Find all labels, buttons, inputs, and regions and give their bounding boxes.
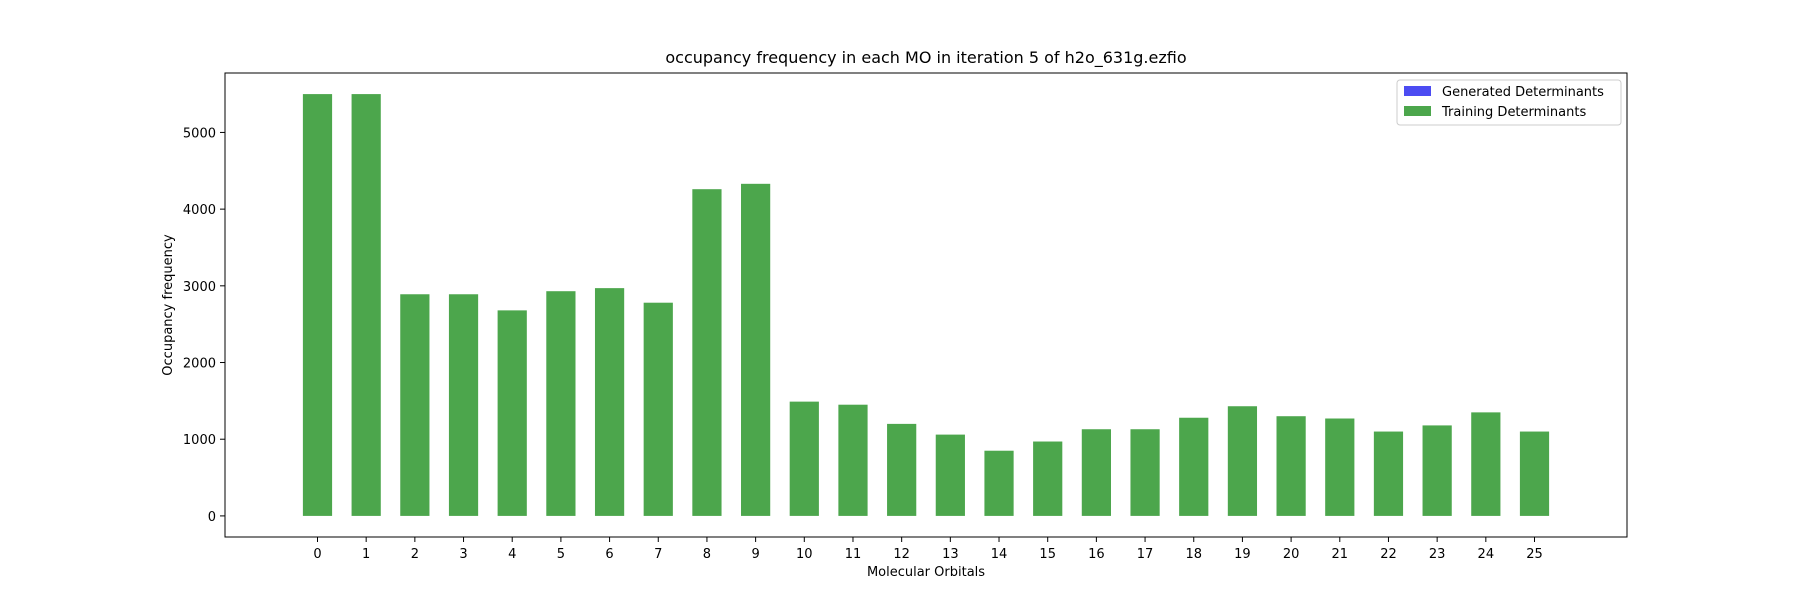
bar-training-mo-1 — [351, 94, 381, 516]
y-tick-label-3000: 3000 — [183, 280, 216, 295]
bar-training-mo-17 — [1130, 429, 1160, 516]
bar-training-mo-12 — [887, 423, 917, 516]
x-tick-label-5: 5 — [557, 547, 565, 562]
legend-label-generated: Generated Determinants — [1442, 85, 1604, 100]
legend-label-training: Training Determinants — [1441, 105, 1586, 120]
legend-swatch-generated — [1404, 86, 1431, 96]
bar-training-mo-16 — [1081, 429, 1111, 516]
x-tick-label-0: 0 — [313, 547, 321, 562]
bar-training-mo-6 — [594, 288, 625, 516]
y-tick-label-5000: 5000 — [183, 126, 216, 141]
bar-training-mo-21 — [1325, 418, 1355, 516]
bar-training-mo-25 — [1519, 431, 1550, 516]
bar-training-mo-8 — [692, 189, 722, 516]
x-tick-label-6: 6 — [605, 547, 613, 562]
x-tick-label-22: 22 — [1380, 547, 1397, 562]
bar-training-mo-7 — [643, 302, 673, 516]
x-axis-ticks: 0 1 2 3 4 5 6 7 8 9 10 11 12 13 14 15 16 17 18 19 20 21 22 23 24… — [313, 537, 1543, 562]
x-tick-label-2: 2 — [411, 547, 419, 562]
bar-training-mo-9 — [741, 183, 771, 516]
y-axis-ticks: 0 1000 2000 3000 4000 5000 — [183, 126, 225, 525]
bar-training-mo-20 — [1276, 416, 1306, 516]
bar-training-mo-19 — [1227, 406, 1258, 516]
y-tick-label-4000: 4000 — [183, 203, 216, 218]
x-tick-label-11: 11 — [845, 547, 862, 562]
bar-training-mo-5 — [546, 291, 576, 516]
bar-training-mo-2 — [400, 294, 430, 516]
x-tick-label-4: 4 — [508, 547, 516, 562]
chart-title: occupancy frequency in each MO in iterat… — [665, 48, 1186, 68]
bar-training-mo-15 — [1033, 441, 1063, 516]
axes-frame — [224, 72, 1628, 538]
x-tick-label-20: 20 — [1283, 547, 1300, 562]
y-axis-label: Occupancy frequency — [161, 234, 176, 376]
x-tick-label-23: 23 — [1429, 547, 1446, 562]
x-tick-label-24: 24 — [1478, 547, 1495, 562]
x-tick-label-25: 25 — [1526, 547, 1543, 562]
bar-training-mo-22 — [1373, 431, 1404, 516]
y-tick-label-0: 0 — [208, 510, 216, 525]
y-tick-label-1000: 1000 — [183, 433, 216, 448]
x-tick-label-7: 7 — [654, 547, 662, 562]
bar-training-mo-14 — [984, 450, 1014, 516]
x-axis-label: Molecular Orbitals — [867, 565, 985, 580]
x-tick-label-19: 19 — [1234, 547, 1251, 562]
bar-training-mo-4 — [497, 310, 527, 516]
x-tick-label-9: 9 — [751, 547, 759, 562]
bar-training-mo-10 — [789, 401, 819, 516]
y-tick-label-2000: 2000 — [183, 357, 216, 372]
x-tick-label-3: 3 — [459, 547, 467, 562]
x-tick-label-21: 21 — [1332, 547, 1349, 562]
x-tick-label-15: 15 — [1039, 547, 1056, 562]
bar-training-mo-3 — [448, 294, 479, 516]
x-tick-label-12: 12 — [893, 547, 910, 562]
legend-swatch-training — [1404, 106, 1431, 116]
x-tick-label-13: 13 — [942, 547, 959, 562]
x-tick-label-10: 10 — [796, 547, 813, 562]
bar-training-mo-23 — [1422, 425, 1452, 516]
bar-training-mo-13 — [935, 434, 965, 516]
x-tick-label-1: 1 — [362, 547, 370, 562]
bar-training-mo-18 — [1179, 417, 1209, 516]
x-tick-label-14: 14 — [991, 547, 1008, 562]
x-tick-label-8: 8 — [703, 547, 711, 562]
x-tick-label-16: 16 — [1088, 547, 1105, 562]
x-tick-label-18: 18 — [1185, 547, 1202, 562]
x-tick-label-17: 17 — [1137, 547, 1154, 562]
bar-training-mo-24 — [1471, 412, 1501, 516]
bars-layer — [302, 94, 1550, 516]
bar-training-mo-0 — [302, 94, 333, 516]
legend-box — [1396, 79, 1622, 126]
legend: Generated Determinants Training Determin… — [1396, 79, 1622, 126]
bar-training-mo-11 — [838, 404, 868, 516]
